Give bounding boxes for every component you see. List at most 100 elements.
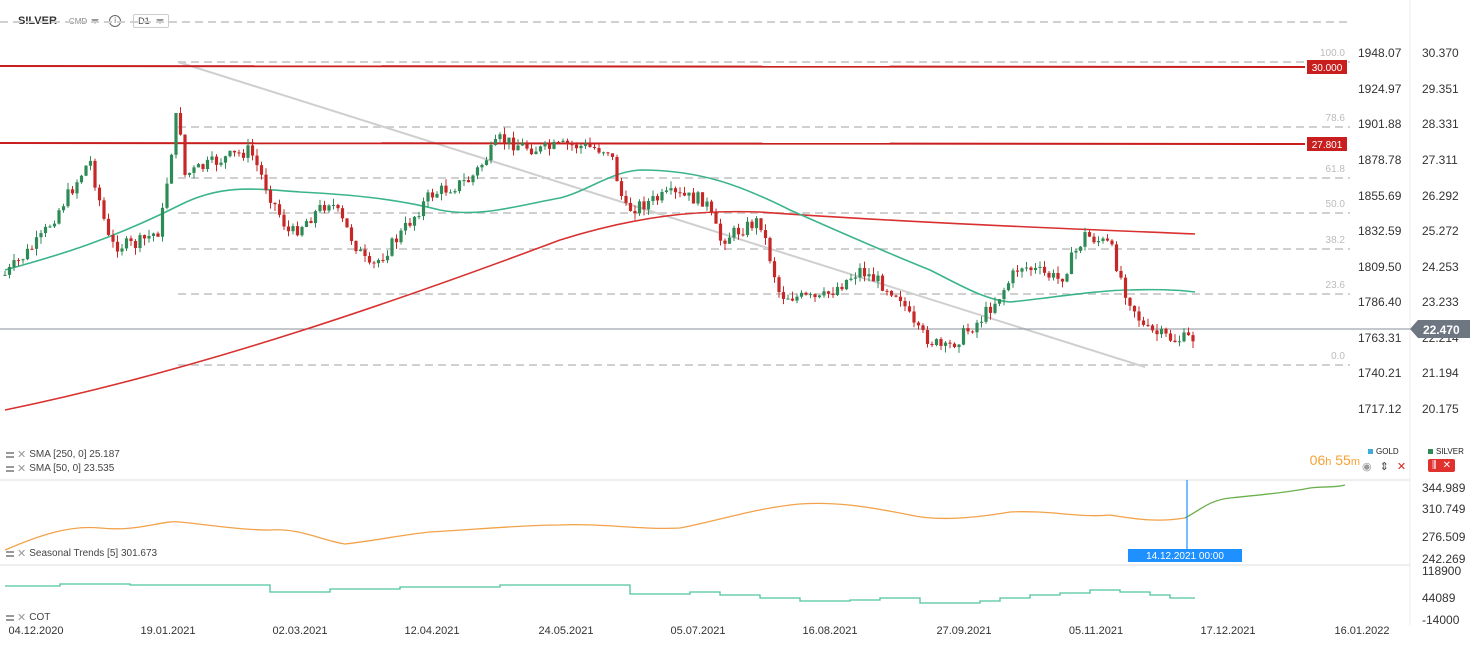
cot-line[interactable] bbox=[5, 583, 1195, 604]
indicator-legend-sma250[interactable]: ✕ SMA [250, 0] 25.187 bbox=[6, 448, 120, 461]
candle-body bbox=[43, 226, 48, 234]
silver-label: SILVER bbox=[1436, 447, 1464, 456]
sma250-line[interactable] bbox=[4, 210, 1196, 411]
candle-body bbox=[646, 200, 651, 210]
timer-hours-unit: h bbox=[1325, 456, 1332, 468]
candle-body bbox=[705, 201, 709, 207]
silver-controls[interactable]: ⫼ ✕ bbox=[1428, 459, 1455, 472]
candle-body bbox=[961, 328, 966, 345]
drag-handle-icon[interactable] bbox=[6, 451, 14, 458]
close-icon[interactable]: ✕ bbox=[17, 463, 27, 475]
candle-body bbox=[282, 214, 286, 227]
candle-body bbox=[1101, 238, 1105, 242]
candle-body bbox=[1006, 283, 1011, 291]
current-price-badge bbox=[1410, 320, 1470, 338]
seasonal-forecast-line[interactable] bbox=[1184, 484, 1346, 519]
seasonal-line[interactable] bbox=[4, 502, 1186, 551]
fib-label: 0.0 bbox=[1331, 351, 1345, 362]
candle-body bbox=[970, 331, 975, 333]
close-icon[interactable]: ✕ bbox=[1442, 460, 1451, 471]
candle-body bbox=[489, 145, 493, 161]
candle-body bbox=[988, 306, 993, 313]
candle-body bbox=[255, 155, 259, 166]
candle-body bbox=[457, 180, 462, 192]
candle-body bbox=[907, 306, 912, 312]
candle-body bbox=[345, 218, 349, 228]
eye-icon[interactable]: ◉ bbox=[1362, 461, 1372, 473]
candle-body bbox=[1060, 278, 1065, 282]
candle-body bbox=[196, 164, 201, 168]
compare-silver-tag[interactable]: SILVER bbox=[1428, 447, 1464, 456]
candle-body bbox=[529, 148, 534, 155]
candle-body bbox=[165, 183, 169, 208]
candle-body bbox=[273, 202, 277, 205]
cot-tick: 118900 bbox=[1422, 564, 1461, 578]
close-icon[interactable]: ✕ bbox=[17, 612, 27, 624]
indicator-label: SMA [250, 0] 25.187 bbox=[29, 449, 120, 460]
candle-body bbox=[408, 222, 412, 226]
candle-body bbox=[1123, 277, 1128, 298]
candle-body bbox=[678, 192, 682, 194]
indicator-legend-cot[interactable]: ✕ COT bbox=[6, 611, 50, 624]
candle-body bbox=[1173, 340, 1177, 343]
candle-body bbox=[799, 292, 804, 297]
sma50-line[interactable] bbox=[4, 169, 1196, 303]
drag-handle-icon[interactable] bbox=[6, 550, 14, 557]
candle-body bbox=[984, 306, 988, 322]
candle-body bbox=[120, 248, 124, 252]
price-axis-left: 1948.07 1924.97 1901.88 1878.78 1855.69 … bbox=[1358, 46, 1402, 416]
price-tick: 1809.50 bbox=[1358, 260, 1402, 274]
fib-label: 100.0 bbox=[1320, 48, 1345, 59]
candle-body bbox=[583, 143, 588, 146]
candle-body bbox=[691, 192, 696, 204]
resistance-line-30[interactable] bbox=[0, 65, 1306, 68]
candle-body bbox=[394, 238, 399, 243]
candle-body bbox=[1020, 268, 1024, 272]
trendline[interactable] bbox=[177, 61, 1146, 368]
resistance-line-27801[interactable] bbox=[0, 142, 1306, 145]
gold-controls: ◉ ⇕ ✕ bbox=[1362, 460, 1406, 473]
close-icon[interactable]: ✕ bbox=[17, 548, 27, 560]
date-tick: 24.05.2021 bbox=[538, 625, 594, 637]
fib-label: 61.8 bbox=[1326, 164, 1346, 175]
candle-body bbox=[160, 207, 165, 237]
candlestick-series[interactable] bbox=[3, 107, 1195, 353]
chart-type-icon[interactable]: ⫼ bbox=[1432, 460, 1437, 471]
reorder-icon[interactable]: ⇕ bbox=[1379, 461, 1389, 473]
candle-body bbox=[417, 216, 421, 218]
candle-body bbox=[628, 202, 633, 211]
candle-body bbox=[3, 274, 7, 276]
indicator-legend-seasonal[interactable]: ✕ Seasonal Trends [5] 301.673 bbox=[6, 547, 157, 560]
candle-body bbox=[525, 142, 529, 149]
gold-label: GOLD bbox=[1376, 447, 1399, 456]
candle-body bbox=[975, 322, 979, 333]
candle-body bbox=[682, 192, 687, 196]
drag-handle-icon[interactable] bbox=[6, 465, 14, 472]
candle-body bbox=[484, 160, 489, 165]
compare-gold-tag[interactable]: GOLD bbox=[1368, 447, 1399, 456]
candle-body bbox=[511, 137, 516, 151]
candle-body bbox=[318, 205, 322, 212]
close-icon[interactable]: ✕ bbox=[17, 449, 27, 461]
candle-body bbox=[309, 220, 313, 224]
symbol-label[interactable]: SILVER bbox=[18, 15, 57, 27]
close-icon[interactable]: ✕ bbox=[1396, 461, 1407, 473]
candle-body bbox=[790, 298, 795, 301]
price-tick: 1717.12 bbox=[1358, 402, 1402, 416]
candle-body bbox=[7, 266, 12, 275]
level-tag-27801 bbox=[1307, 137, 1347, 151]
candle-body bbox=[376, 259, 381, 264]
drag-handle-icon[interactable] bbox=[6, 614, 14, 621]
timer-minutes: 55 bbox=[1335, 452, 1351, 468]
candle-body bbox=[1042, 266, 1047, 273]
candle-body bbox=[1146, 324, 1150, 326]
indicator-legend-sma50[interactable]: ✕ SMA [50, 0] 23.535 bbox=[6, 462, 114, 475]
candle-body bbox=[322, 205, 327, 211]
candle-body bbox=[660, 191, 664, 201]
candle-body bbox=[1029, 267, 1033, 271]
candle-body bbox=[601, 152, 606, 154]
gold-color-swatch bbox=[1368, 449, 1373, 454]
fib-labels: 100.0 78.6 61.8 50.0 38.2 23.6 0.0 bbox=[1320, 48, 1345, 362]
candle-body bbox=[939, 339, 943, 346]
